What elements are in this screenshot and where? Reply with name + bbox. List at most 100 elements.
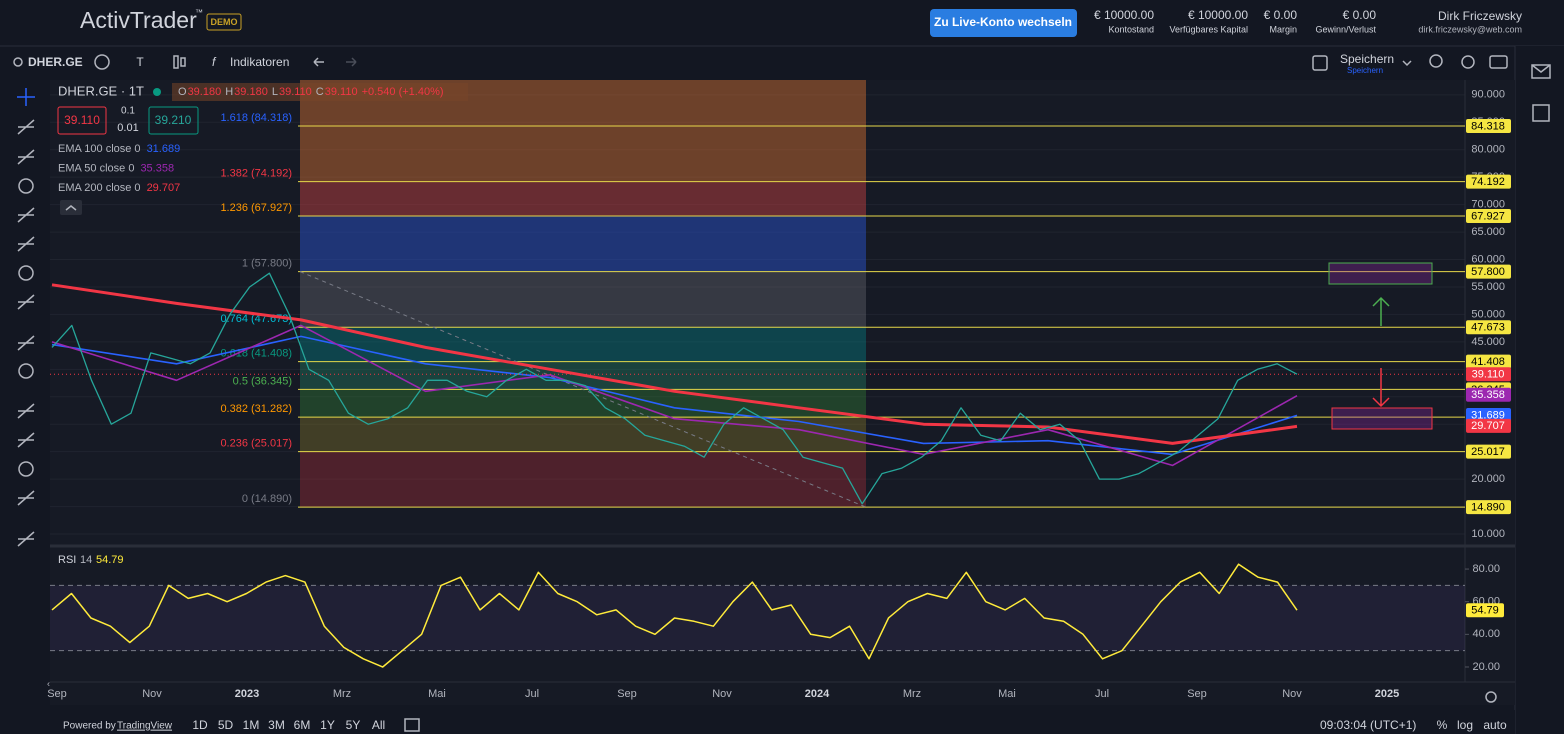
fib-label: 1.236 (67.927) xyxy=(220,202,292,214)
down-arrow[interactable] xyxy=(1372,368,1390,408)
ask[interactable]: 39.210 xyxy=(155,113,192,127)
buy-box[interactable] xyxy=(148,106,199,135)
tradingview-link[interactable]: TradingView xyxy=(117,721,173,732)
fib-label: 1.618 (84.318) xyxy=(220,112,292,124)
y-tick-label: 50.000 xyxy=(1471,308,1505,320)
tool[interactable] xyxy=(17,149,35,165)
rsi-tag-label: 54.79 xyxy=(1471,605,1499,617)
axis-settings[interactable] xyxy=(1485,691,1497,703)
up-arrow[interactable] xyxy=(1372,296,1390,326)
tool[interactable] xyxy=(18,265,34,281)
price-tag-label: 67.927 xyxy=(1471,210,1505,222)
tool[interactable] xyxy=(17,335,35,351)
fib-label: 1 (57.800) xyxy=(242,258,292,270)
tool[interactable] xyxy=(17,490,35,506)
scroll-left[interactable]: ‹ xyxy=(47,678,50,688)
x-tick-label: 2024 xyxy=(805,688,830,700)
layout-toggle[interactable] xyxy=(1312,55,1328,71)
range-button[interactable]: 1M xyxy=(243,718,260,732)
stop-box[interactable] xyxy=(1331,407,1433,430)
fib-zone xyxy=(300,417,866,452)
stat-label: Kontostand xyxy=(1108,24,1154,34)
x-tick-label: Mrz xyxy=(903,688,921,700)
stat-value: € 0.00 xyxy=(1343,8,1377,22)
price-tag-label: 35.358 xyxy=(1471,389,1505,401)
alert-icon[interactable] xyxy=(1429,54,1443,68)
logo: ActivTrader xyxy=(80,7,197,33)
plot: 10.00015.00020.00025.00030.00035.00040.0… xyxy=(47,80,1511,700)
tool[interactable] xyxy=(17,432,35,448)
tool[interactable] xyxy=(17,119,35,135)
price-tag-label: 39.110 xyxy=(1472,369,1505,381)
news-icon[interactable] xyxy=(1532,104,1550,122)
percent-toggle[interactable]: % xyxy=(1437,718,1448,732)
fib-trend xyxy=(299,271,867,508)
price-tag xyxy=(1466,444,1511,459)
save[interactable]: Speichern xyxy=(1340,52,1394,66)
price-tag xyxy=(1466,500,1511,515)
tool[interactable] xyxy=(18,461,34,477)
price-tag-label: 47.673 xyxy=(1471,322,1505,334)
x-tick-label: Nov xyxy=(1282,688,1302,700)
target-box[interactable] xyxy=(1328,262,1433,285)
log-toggle[interactable]: log xyxy=(1457,718,1473,732)
redo[interactable] xyxy=(346,57,357,67)
range-button[interactable]: All xyxy=(372,718,385,732)
tool[interactable] xyxy=(17,236,35,252)
fib-zone xyxy=(300,389,866,418)
mail-icon xyxy=(1531,64,1551,73)
ema-line xyxy=(51,283,1298,445)
price-tag xyxy=(1466,354,1511,369)
price-tag xyxy=(1466,209,1511,224)
y-tick-label: 80.000 xyxy=(1471,144,1505,156)
tool[interactable] xyxy=(18,363,34,379)
range-button[interactable]: 5Y xyxy=(346,718,361,732)
demo-text: DEMO xyxy=(211,17,238,27)
auto-toggle[interactable]: auto xyxy=(1483,718,1507,732)
range-button[interactable]: 1Y xyxy=(320,718,335,732)
crosshair-tool[interactable] xyxy=(17,88,35,106)
collapse-icon xyxy=(65,205,77,211)
range-button[interactable]: 5D xyxy=(218,718,234,732)
sell-box[interactable] xyxy=(57,106,107,135)
ohlc-key: O xyxy=(178,86,187,98)
indicators[interactable]: Indikatoren xyxy=(230,55,289,69)
price-tag-label: 74.192 xyxy=(1471,176,1505,188)
symbol[interactable]: DHER.GE xyxy=(28,55,83,69)
ema-value: 29.707 xyxy=(147,182,181,194)
live-button-text[interactable]: Zu Live-Konto wechseln xyxy=(934,15,1072,29)
ohlc: O 39.180 H 39.180 L 39.110 C 39.110 +0.540 (+1.4… xyxy=(178,86,444,98)
tool[interactable] xyxy=(17,531,35,547)
save-menu[interactable] xyxy=(1402,60,1412,67)
date-range[interactable] xyxy=(404,718,420,732)
tool[interactable] xyxy=(17,207,35,223)
mail-icon[interactable] xyxy=(1531,64,1551,79)
range-button[interactable]: 6M xyxy=(294,718,311,732)
ema-value: 31.689 xyxy=(147,143,181,155)
collapse-legend[interactable] xyxy=(60,200,82,215)
bid[interactable]: 39.110 xyxy=(64,113,100,127)
price-tag xyxy=(1466,407,1511,422)
chart-area xyxy=(50,80,1515,705)
range-button[interactable]: 1D xyxy=(192,718,208,732)
chart-type[interactable] xyxy=(173,55,179,69)
live-button[interactable] xyxy=(930,9,1077,37)
snapshot-icon[interactable] xyxy=(1489,55,1508,69)
tool[interactable] xyxy=(17,294,35,310)
undo[interactable] xyxy=(313,57,324,67)
tool[interactable] xyxy=(18,178,34,194)
search-icon[interactable] xyxy=(13,57,23,67)
interval[interactable]: T xyxy=(136,55,144,69)
demo-badge xyxy=(206,13,242,31)
ema-line xyxy=(51,324,1298,467)
range-button[interactable]: 3M xyxy=(268,718,285,732)
stat-value: € 0.00 xyxy=(1264,8,1298,22)
range-buttons: 1D 5D 1M 3M 6M 1Y 5Y All xyxy=(192,718,385,732)
fib-zone xyxy=(300,216,866,272)
x-tick-label: Sep xyxy=(1187,688,1207,700)
tool[interactable] xyxy=(17,403,35,419)
add-symbol[interactable] xyxy=(94,54,110,70)
settings-icon[interactable] xyxy=(1461,55,1475,69)
